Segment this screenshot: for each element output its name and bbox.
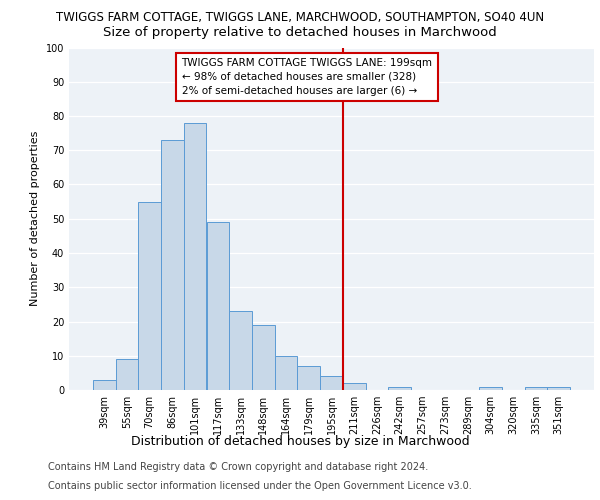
- Bar: [184, 123, 206, 390]
- Bar: [275, 356, 298, 390]
- Bar: [320, 376, 343, 390]
- Text: Contains public sector information licensed under the Open Government Licence v3: Contains public sector information licen…: [48, 481, 472, 491]
- Bar: [524, 386, 547, 390]
- Text: Size of property relative to detached houses in Marchwood: Size of property relative to detached ho…: [103, 26, 497, 39]
- Text: Distribution of detached houses by size in Marchwood: Distribution of detached houses by size …: [131, 435, 469, 448]
- Bar: [229, 311, 252, 390]
- Bar: [139, 202, 161, 390]
- Bar: [388, 386, 411, 390]
- Text: TWIGGS FARM COTTAGE TWIGGS LANE: 199sqm
← 98% of detached houses are smaller (32: TWIGGS FARM COTTAGE TWIGGS LANE: 199sqm …: [182, 58, 433, 96]
- Bar: [93, 380, 116, 390]
- Bar: [206, 222, 229, 390]
- Bar: [298, 366, 320, 390]
- Y-axis label: Number of detached properties: Number of detached properties: [30, 131, 40, 306]
- Bar: [252, 325, 275, 390]
- Text: TWIGGS FARM COTTAGE, TWIGGS LANE, MARCHWOOD, SOUTHAMPTON, SO40 4UN: TWIGGS FARM COTTAGE, TWIGGS LANE, MARCHW…: [56, 11, 544, 24]
- Bar: [161, 140, 184, 390]
- Bar: [547, 386, 570, 390]
- Bar: [343, 383, 365, 390]
- Bar: [116, 359, 139, 390]
- Bar: [479, 386, 502, 390]
- Text: Contains HM Land Registry data © Crown copyright and database right 2024.: Contains HM Land Registry data © Crown c…: [48, 462, 428, 472]
